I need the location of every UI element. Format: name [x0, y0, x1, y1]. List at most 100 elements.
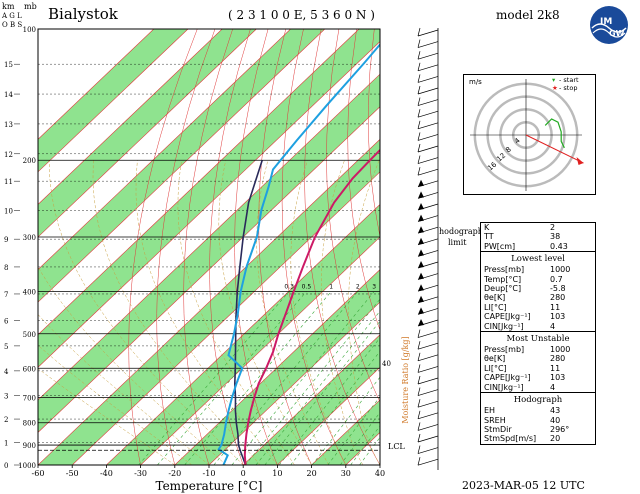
mb-label: mb	[24, 2, 37, 11]
mixing-ratio-label: 8	[415, 283, 419, 290]
x-tick-label: 10	[272, 469, 282, 478]
hodograph-limit-label-2: limit	[448, 238, 467, 247]
index-value: 2	[550, 223, 556, 232]
mixing-ratio-label: 0.3	[284, 283, 294, 290]
wind-feather	[417, 410, 421, 419]
most-unstable-title: Most Unstable	[506, 334, 570, 345]
wind-feather	[417, 27, 421, 37]
wind-barb	[417, 366, 439, 373]
index-row: CIN[Jkg⁻¹] 4	[481, 383, 595, 392]
index-row: Press[mb] 1000	[481, 345, 595, 354]
x-tick-label: -40	[100, 469, 113, 478]
date-time: 2023-MAR-05 12 UTC	[462, 479, 585, 492]
km-tick-label: 10	[4, 208, 13, 216]
wind-feather	[417, 341, 421, 350]
pressure-label: 500	[23, 331, 36, 339]
x-tick-label: -50	[66, 469, 79, 478]
index-row: SREH 40	[481, 416, 595, 425]
wind-barb	[417, 134, 439, 141]
index-key: K	[484, 223, 490, 232]
index-key: CIN[Jkg⁻¹]	[484, 321, 524, 331]
hodo-legend-start: - start	[559, 76, 579, 84]
km-tick-label: 12	[4, 151, 13, 159]
km-tick-label: 8	[4, 264, 8, 272]
wind-pennant	[418, 203, 424, 210]
index-value: 4	[550, 382, 556, 392]
index-value: 11	[550, 302, 561, 312]
wind-feather	[417, 109, 421, 118]
index-row: PW[cm] 0.43	[481, 242, 595, 251]
moisture-ratio-label: Moisture Ratio [g/kg]	[401, 336, 410, 423]
wind-barb	[417, 389, 439, 396]
index-value: 40	[550, 415, 561, 425]
wind-pennant	[418, 226, 424, 234]
km-tick-label: 9	[4, 236, 8, 244]
wind-barb	[417, 110, 439, 118]
index-row: Press[mb] 1000	[481, 265, 595, 274]
indices-panel: K 2 TT 38 PW[cm] 0.43 Lowest level Press[mb] 1…	[480, 222, 596, 445]
index-value: 103	[550, 373, 566, 383]
mixing-ratio-label: 6	[402, 283, 406, 290]
hodo-ring-label: 4	[513, 136, 522, 145]
hodo-stop-marker: ★	[552, 84, 558, 92]
wind-feather	[417, 457, 421, 466]
wind-pennant	[418, 307, 424, 315]
mixing-ratio-line	[350, 425, 380, 465]
wind-barb	[417, 122, 439, 130]
km-tick-label: 6	[4, 317, 9, 325]
dry-adiabat	[604, 29, 640, 465]
mixing-ratio-line	[138, 291, 290, 465]
index-row: LI[°C] 11	[481, 303, 595, 312]
wind-barb	[417, 400, 439, 408]
wind-feather	[417, 387, 421, 396]
index-row: Deup[°C] -5.8	[481, 284, 595, 293]
pressure-label: 900	[23, 442, 36, 450]
hodo-unit: m/s	[469, 78, 482, 86]
x-tick-label: 30	[341, 469, 351, 478]
index-row: StmSpd[m/s] 20	[481, 434, 595, 443]
index-key: LI[°C]	[484, 363, 507, 373]
index-row: θe[K] 280	[481, 354, 595, 363]
mixing-ratio-line	[311, 376, 380, 465]
wind-barb	[417, 87, 439, 95]
mixing-ratio-line	[184, 291, 332, 465]
plot-lines: 0.30.51234568101520253035	[38, 29, 640, 465]
mixing-ratio-line	[157, 291, 307, 465]
dwd-logo: IM GW	[590, 6, 628, 44]
wind-feather	[417, 433, 421, 443]
isotherm	[277, 366, 380, 465]
isotherm	[140, 236, 380, 465]
wind-pennant	[418, 249, 424, 257]
isotherm	[38, 73, 380, 401]
x-tick-label: 0	[241, 469, 246, 478]
wind-feather	[417, 364, 421, 373]
isotherm	[38, 29, 257, 238]
pressure-label: 600	[23, 365, 36, 373]
index-value: 38	[550, 232, 561, 242]
mixing-ratio-line	[278, 337, 380, 465]
wind-barb	[417, 435, 439, 443]
isotherm	[71, 171, 380, 465]
wind-feather	[417, 422, 421, 431]
isotherm	[38, 138, 380, 465]
dry-adiabat	[281, 29, 347, 465]
dewpoint-curve	[217, 42, 380, 465]
dry-adiabat	[156, 29, 216, 465]
wind-feather	[417, 85, 421, 95]
isotherm	[38, 29, 155, 140]
index-key: θe[K]	[484, 354, 506, 364]
wind-barb	[417, 157, 439, 164]
isotherm	[38, 41, 380, 368]
index-value: 43	[550, 406, 561, 416]
wind-barb	[417, 41, 439, 48]
dry-adiabat	[326, 29, 380, 403]
isotherm	[174, 269, 380, 465]
wind-barb	[417, 168, 439, 176]
index-value: 11	[550, 363, 561, 373]
index-key: EH	[484, 406, 496, 416]
index-key: Temp[°C]	[484, 274, 522, 284]
index-row: CIN[Jkg⁻¹] 4	[481, 322, 595, 331]
index-value: 20	[550, 434, 561, 444]
km-tick-label: 1	[4, 439, 8, 447]
